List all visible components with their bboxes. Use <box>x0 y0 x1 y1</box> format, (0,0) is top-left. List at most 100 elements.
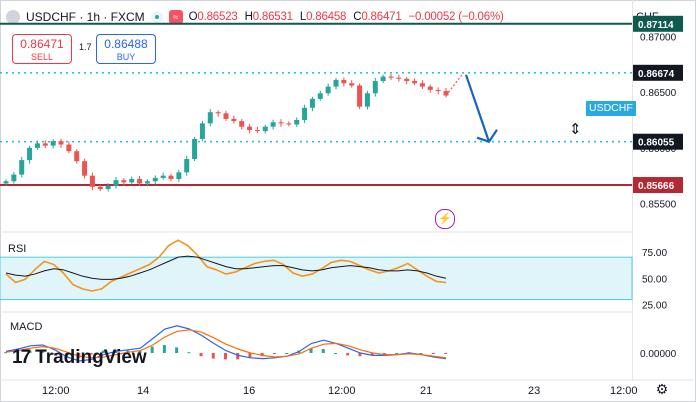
forecast-arrow <box>464 74 491 143</box>
candle-body <box>254 130 260 132</box>
candle-body <box>89 175 95 187</box>
level-price-tag <box>633 133 683 150</box>
candle-body <box>144 181 150 184</box>
candle-body <box>34 143 40 148</box>
sell-button[interactable]: 0.86471 SELL <box>12 34 72 64</box>
candle-body <box>113 180 119 186</box>
candle-body <box>121 180 127 183</box>
symbol-price-tag: USDCHF <box>586 101 636 116</box>
candle-body <box>404 78 410 82</box>
candle-body <box>207 112 213 124</box>
macd-histogram-bar <box>285 353 289 354</box>
macd-histogram-bar <box>52 353 56 355</box>
ohlc-values: O0.86523 H0.86531 L0.86458 C0.86471 −0.0… <box>189 11 508 23</box>
candle-body <box>231 118 237 122</box>
rsi-tick-label: 75.00 <box>642 248 667 259</box>
candle-body <box>364 93 370 107</box>
brand-name: TradingView <box>35 347 147 368</box>
macd-histogram-bar <box>321 349 325 353</box>
candle-body <box>357 85 363 107</box>
macd-title: MACD <box>10 321 42 333</box>
macd-histogram-bar <box>175 347 179 353</box>
candle-body <box>223 113 229 119</box>
candle-body <box>325 86 331 94</box>
candle-body <box>42 143 48 146</box>
candle-body <box>168 175 174 180</box>
rsi-band <box>0 256 633 300</box>
candle-body <box>286 123 292 125</box>
macd-histogram-bar <box>346 353 350 356</box>
buy-price: 0.86488 <box>104 37 148 51</box>
macd-histogram-bar <box>16 351 20 353</box>
macd-histogram-bar <box>248 353 252 358</box>
macd-histogram-bar <box>334 353 337 354</box>
high-label: H <box>244 11 253 23</box>
macd-histogram-bar <box>358 353 362 357</box>
candle-body <box>66 144 72 152</box>
macd-histogram-bar <box>382 353 386 354</box>
macd-histogram-bar <box>77 353 81 358</box>
buy-button[interactable]: 0.86488 BUY <box>96 34 156 64</box>
candle-body <box>349 83 355 86</box>
candle-body <box>380 76 386 82</box>
candle-body <box>262 126 268 132</box>
level-price-tag <box>633 177 683 194</box>
candle-body <box>247 126 253 131</box>
macd-histogram-bar <box>187 352 191 354</box>
rsi-tick-label: 50.00 <box>642 274 667 285</box>
candle-body <box>105 185 111 190</box>
macd-histogram-bar <box>236 353 240 360</box>
macd-signal-line <box>5 329 447 359</box>
symbol-title[interactable]: USDCHF · 1h · FXCM <box>26 10 145 24</box>
market-status-icon[interactable] <box>150 11 163 23</box>
candle-body <box>302 107 308 121</box>
symbol-logo-icon[interactable] <box>6 10 20 24</box>
tradingview-logo-icon: 17 <box>12 347 31 368</box>
time-tick-label: 21 <box>420 385 432 397</box>
candle-body <box>317 93 323 99</box>
candle-body <box>11 174 17 182</box>
flash-icon[interactable]: ⚡ <box>435 209 455 229</box>
candle-body <box>443 91 449 96</box>
projection-dotted <box>445 74 463 96</box>
price-tick-label: 0.85500 <box>640 200 677 211</box>
macd-histogram-bar <box>65 353 69 358</box>
high-value: 0.86531 <box>252 11 293 23</box>
macd-histogram-bar <box>272 353 276 354</box>
candle-body <box>333 79 339 87</box>
candle-body <box>27 147 33 161</box>
change-value: −0.00052 (−0.06%) <box>408 11 504 23</box>
chart-header: USDCHF · 1h · FXCM ≈ O0.86523 H0.86531 L… <box>6 10 508 24</box>
candle-body <box>215 112 221 114</box>
price-tick-label: 0.87000 <box>640 32 677 43</box>
macd-histogram-bar <box>419 353 423 354</box>
candle-body <box>412 81 418 84</box>
tradingview-watermark: 17 TradingView <box>12 347 147 369</box>
macd-histogram-bar <box>199 353 203 357</box>
candle-body <box>50 141 56 146</box>
move-cursor-icon[interactable]: ⇕ <box>569 121 582 138</box>
candle-body <box>388 76 394 78</box>
level-price-label: 0.85666 <box>638 181 675 192</box>
settings-gear-icon[interactable]: ⚙ <box>655 381 669 397</box>
open-value: 0.86523 <box>197 11 238 23</box>
macd-histogram-bar <box>101 350 105 353</box>
time-tick-label: 12:00 <box>610 385 638 397</box>
macd-line <box>5 325 447 362</box>
macd-tick-label: 0.00000 <box>640 349 677 360</box>
candle-body <box>184 158 190 173</box>
candle-body <box>341 79 347 84</box>
candle-body <box>270 122 276 127</box>
time-tick-label: 23 <box>528 385 540 397</box>
macd-histogram-bar <box>40 351 44 353</box>
macd-histogram-bar <box>138 350 142 353</box>
level-price-label: 0.86055 <box>638 138 675 149</box>
macd-histogram-bar <box>162 345 166 353</box>
indicator-toggle-icon[interactable]: ≈ <box>168 10 183 24</box>
candle-body <box>176 172 182 180</box>
candle-body <box>129 179 135 183</box>
candle-body <box>58 141 64 145</box>
macd-histogram-bar <box>260 353 264 357</box>
candle-body <box>192 138 198 159</box>
